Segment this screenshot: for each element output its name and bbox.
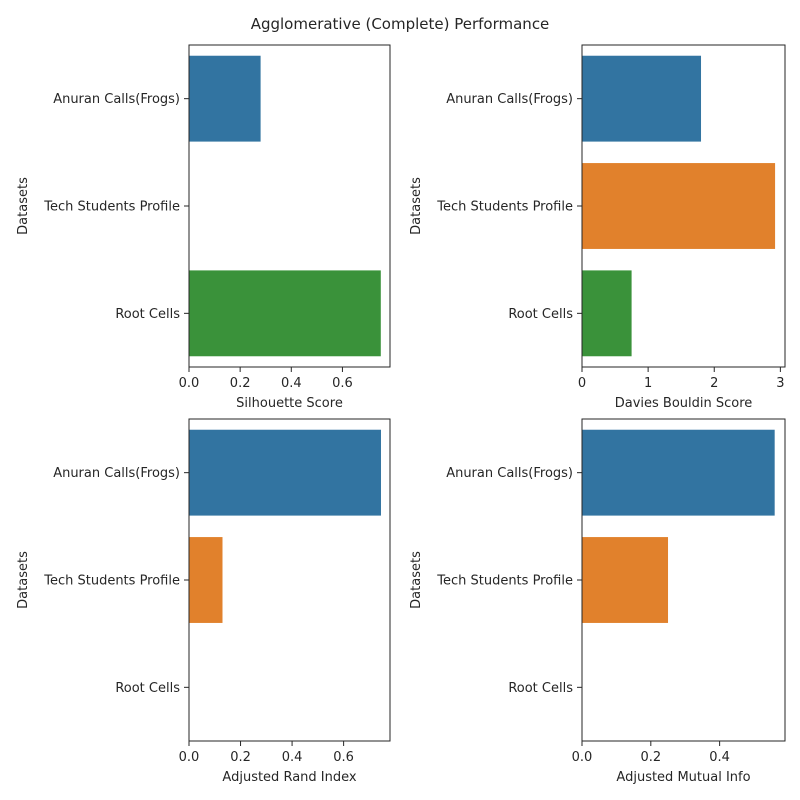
- subplot-1: Anuran Calls(Frogs) Tech Students Profile…: [16, 44, 391, 411]
- x-tick-label: 0.0: [179, 750, 200, 765]
- y-axis-label: Datasets: [16, 177, 31, 235]
- x-axis-label: Adjusted Mutual Info: [616, 770, 750, 785]
- x-axis-label: Adjusted Rand Index: [222, 770, 356, 785]
- x-tick-label: 0.4: [281, 376, 302, 391]
- x-tick-label: 0.4: [709, 750, 730, 765]
- x-tick-label: 0.4: [282, 750, 303, 765]
- subplot-4: Anuran Calls(Frogs) Tech Students Profile…: [409, 418, 786, 785]
- y-tick-label: Anuran Calls(Frogs): [446, 466, 573, 481]
- figure-title: Agglomerative (Complete) Performance: [251, 15, 550, 33]
- y-tick-label: Tech Students Profile: [43, 200, 180, 215]
- y-tick-label: Anuran Calls(Frogs): [53, 466, 180, 481]
- y-tick-label: Root Cells: [508, 681, 573, 696]
- x-tick-label: 0.6: [332, 376, 353, 391]
- x-tick-label: 0.2: [640, 750, 661, 765]
- axes-frame: [188, 418, 391, 742]
- bar-anuran-calls-frogs: [582, 55, 702, 142]
- bar-anuran-calls-frogs: [189, 429, 381, 516]
- y-tick-label: Tech Students Profile: [436, 200, 573, 215]
- y-axis-label: Datasets: [16, 551, 31, 609]
- subplot-2: Anuran Calls(Frogs) Tech Students Profile…: [409, 44, 786, 411]
- y-axis-label: Datasets: [409, 177, 424, 235]
- subplot-3: Anuran Calls(Frogs) Tech Students Profile…: [16, 418, 391, 785]
- y-tick-label: Anuran Calls(Frogs): [53, 92, 180, 107]
- bar-root-cells: [582, 270, 632, 357]
- y-tick-label: Anuran Calls(Frogs): [446, 92, 573, 107]
- x-tick-label: 0.0: [179, 376, 200, 391]
- bar-anuran-calls-frogs: [189, 55, 261, 142]
- bar-root-cells: [189, 270, 381, 357]
- x-tick-label: 0.0: [572, 750, 593, 765]
- x-tick-label: 2: [710, 376, 718, 391]
- y-axis-label: Datasets: [409, 551, 424, 609]
- x-axis-label: Silhouette Score: [236, 396, 343, 411]
- bar-tech-students-profile: [582, 537, 669, 623]
- x-tick-label: 1: [644, 376, 652, 391]
- axes-frame: [581, 44, 786, 368]
- x-tick-label: 0.2: [230, 750, 251, 765]
- x-tick-label: 0.6: [333, 750, 354, 765]
- x-tick-label: 0.2: [230, 376, 251, 391]
- y-tick-label: Tech Students Profile: [43, 574, 180, 589]
- y-tick-label: Tech Students Profile: [436, 574, 573, 589]
- x-axis-label: Davies Bouldin Score: [615, 396, 753, 411]
- x-tick-label: 0: [578, 376, 586, 391]
- bar-anuran-calls-frogs: [582, 429, 775, 516]
- bar-tech-students-profile: [582, 163, 776, 249]
- axes-frame: [581, 418, 786, 742]
- x-tick-label: 3: [776, 376, 784, 391]
- bar-tech-students-profile: [189, 537, 223, 623]
- axes-frame: [188, 44, 391, 368]
- y-tick-label: Root Cells: [508, 307, 573, 322]
- y-tick-label: Root Cells: [115, 307, 180, 322]
- y-tick-label: Root Cells: [115, 681, 180, 696]
